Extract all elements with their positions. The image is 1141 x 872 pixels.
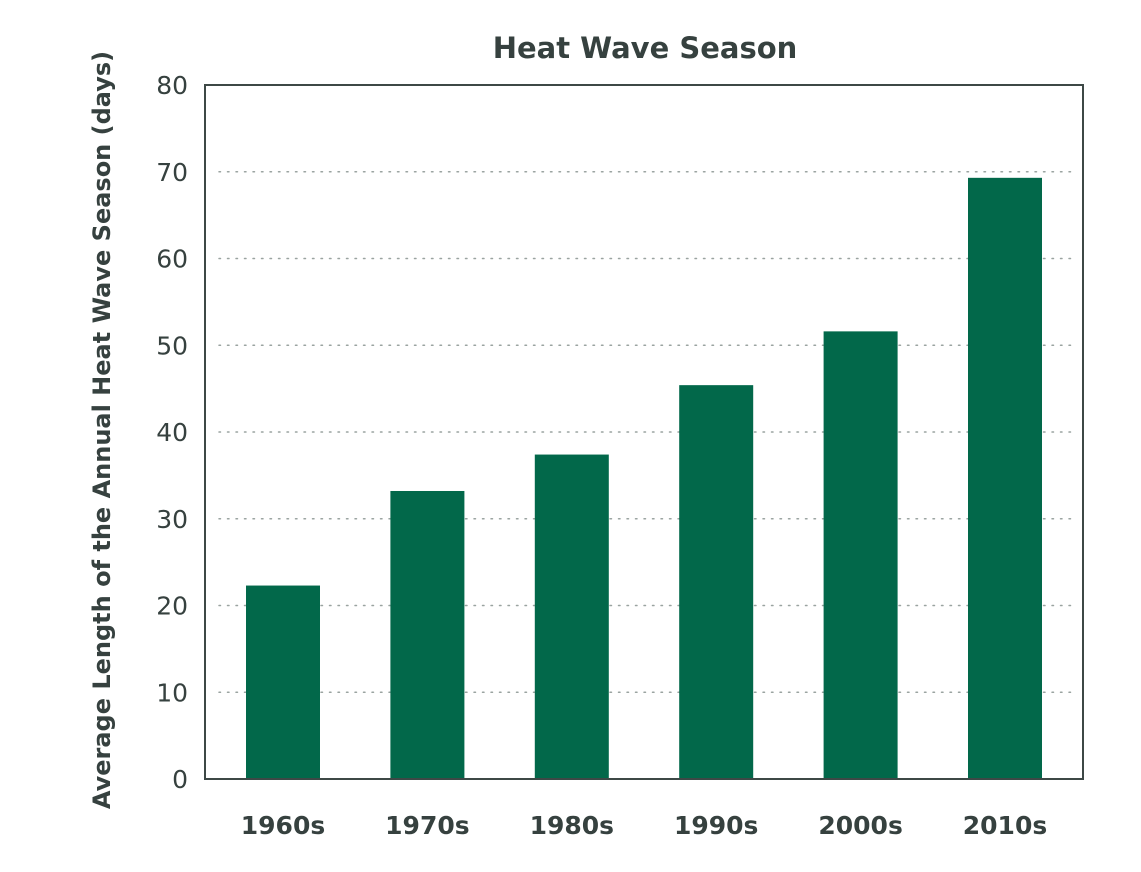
x-tick-labels: 1960s 1970s 1980s 1990s 2000s 2010s [241,811,1047,840]
y-tick-label: 20 [156,592,188,621]
bar-1990s [679,385,754,779]
x-tick-label: 1970s [385,811,469,840]
y-tick-label: 80 [156,71,188,100]
bar-1960s [246,585,320,779]
x-tick-label: 1960s [241,811,325,840]
bar-2000s [823,331,898,779]
y-tick-label: 40 [156,418,188,447]
y-tick-label: 60 [156,245,188,274]
bars [246,177,1042,779]
y-tick-labels: 0 10 20 30 40 50 60 70 80 [156,71,188,794]
x-tick-label: 2010s [963,811,1047,840]
chart-title: Heat Wave Season [493,31,798,65]
plot-frame [204,84,1084,780]
y-tick-label: 50 [156,331,188,360]
y-tick-label: 70 [156,158,188,187]
x-tick-label: 2000s [818,811,902,840]
gridlines [218,171,1076,693]
y-tick-label: 30 [156,505,188,534]
x-tick-label: 1990s [674,811,758,840]
y-axis-label: Average Length of the Annual Heat Wave S… [88,51,116,809]
y-tick-label: 0 [172,765,188,794]
bar-1980s [534,454,609,779]
x-tick-label: 1980s [530,811,614,840]
y-tick-label: 10 [156,678,188,707]
bar-2010s [968,177,1042,779]
bar-1970s [390,490,465,779]
